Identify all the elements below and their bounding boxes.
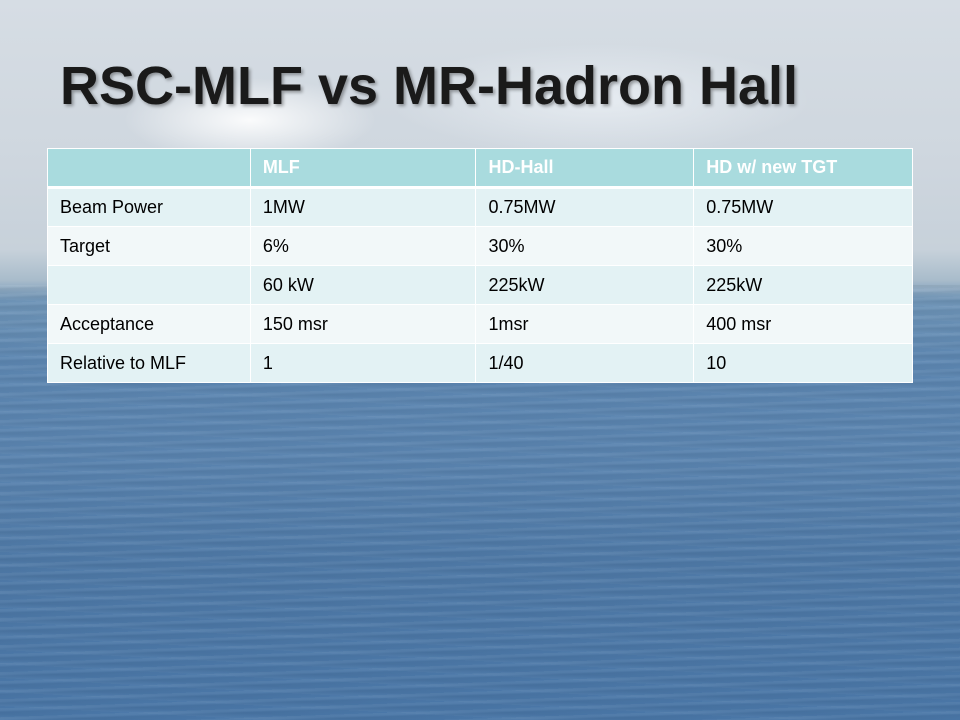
table-cell: 0.75MW <box>693 187 913 227</box>
slide-title: RSC-MLF vs MR-Hadron Hall <box>60 56 799 116</box>
row-label: Acceptance <box>47 304 251 344</box>
table-cell: 400 msr <box>693 304 913 344</box>
table-cell: 225kW <box>475 265 695 305</box>
table-cell: 150 msr <box>249 304 477 344</box>
table-cell: 6% <box>249 226 477 266</box>
row-label <box>47 265 251 305</box>
table-header-row: MLF HD-Hall HD w/ new TGT <box>47 148 913 189</box>
table-row: Target 6% 30% 30% <box>47 226 913 266</box>
header-cell-empty <box>47 148 251 189</box>
table-cell: 0.75MW <box>475 187 695 227</box>
table-row: Acceptance 150 msr 1msr 400 msr <box>47 304 913 344</box>
row-label: Relative to MLF <box>47 343 251 383</box>
table-cell: 1msr <box>475 304 695 344</box>
table-cell: 1MW <box>249 187 477 227</box>
comparison-table: MLF HD-Hall HD w/ new TGT Beam Power 1MW… <box>47 148 913 383</box>
row-label: Target <box>47 226 251 266</box>
table-cell: 225kW <box>693 265 913 305</box>
header-cell-hd-new-tgt: HD w/ new TGT <box>693 148 913 189</box>
table-cell: 1/40 <box>475 343 695 383</box>
header-cell-hd-hall: HD-Hall <box>475 148 695 189</box>
table-cell: 1 <box>249 343 477 383</box>
table-row: 60 kW 225kW 225kW <box>47 265 913 305</box>
row-label: Beam Power <box>47 187 251 227</box>
table-cell: 10 <box>693 343 913 383</box>
header-cell-mlf: MLF <box>249 148 477 189</box>
table-row: Relative to MLF 1 1/40 10 <box>47 343 913 383</box>
table-cell: 30% <box>475 226 695 266</box>
table-cell: 60 kW <box>249 265 477 305</box>
table-cell: 30% <box>693 226 913 266</box>
table-row: Beam Power 1MW 0.75MW 0.75MW <box>47 187 913 227</box>
